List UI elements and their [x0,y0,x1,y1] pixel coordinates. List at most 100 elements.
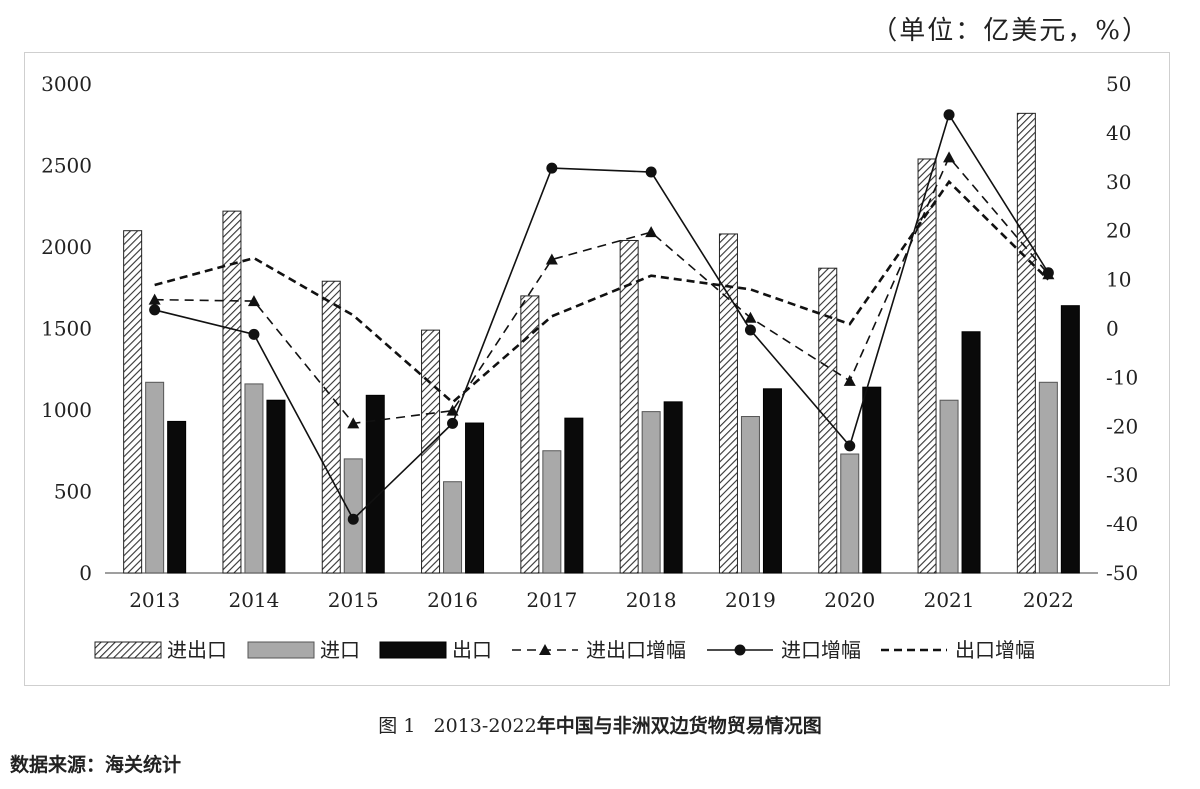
bar-hatch [1016,112,1036,574]
y-left-tick-label: 0 [79,561,92,585]
figure-caption: 图 1 2013-2022年中国与非洲双边货物贸易情况图 [0,711,1200,738]
line-solid-circle [154,112,1050,521]
bar-hatch [619,239,639,574]
bar-black [167,420,187,574]
marker-triangle [247,295,260,307]
legend-label: 进出口 [167,638,227,662]
legend-label: 出口 [452,638,492,662]
bar-black [266,399,286,574]
legend-label: 出口增幅 [955,638,1035,662]
marker-triangle [148,293,161,305]
bar-hatch [917,158,937,574]
y-left-tick-label: 3000 [41,72,92,96]
bar-black [1060,305,1080,574]
y-left-tick-label: 500 [54,480,92,504]
line-dashed-triangle [154,155,1049,425]
legend-marker-circle [734,644,746,656]
marker-circle [1042,267,1054,279]
x-tick-label: 2016 [427,588,478,612]
marker-triangle [744,311,757,323]
x-tick-label: 2013 [129,588,180,612]
bar-hatch [321,280,341,574]
x-tick-label: 2018 [626,588,677,612]
bars [123,112,1080,574]
line-dashed [154,179,1050,405]
bar-gray [939,399,959,574]
caption-title: 年中国与非洲双边货物贸易情况图 [536,715,822,737]
y-right-tick-label: -50 [1106,561,1138,585]
bar-gray [641,411,661,574]
marker-circle [447,417,459,429]
x-tick-label: 2014 [228,588,279,612]
trade-chart: 0 500 1000 1500 2000 2500 3000 -50 -40 -30 -20 -10 0… [41,72,1138,662]
lines [148,109,1055,525]
bar-hatch [520,295,540,574]
marker-triangle [347,417,360,429]
marker-triangle [545,253,558,265]
marker-circle [546,162,558,174]
marker-triangle [943,151,956,163]
x-tick-label: 2019 [725,588,776,612]
marker-circle [744,324,756,336]
bar-hatch [421,329,441,574]
y-right-tick-label: 10 [1106,268,1131,292]
y-right-tick-label: 20 [1106,219,1131,243]
y-left-tick-label: 2000 [41,235,92,259]
y-right-tick-label: 40 [1106,121,1131,145]
y-left-tick-label: 1000 [41,398,92,422]
bar-hatch [123,230,143,574]
marker-circle [149,304,161,316]
bar-gray [1038,381,1058,574]
marker-circle [347,513,359,525]
bar-hatch [718,233,738,574]
caption-fig-no: 图 1 [378,715,416,737]
legend-swatch-gray [247,641,315,659]
x-tick-label: 2022 [1023,588,1074,612]
caption-years: 2013-2022 [433,715,537,737]
y-right-tick-label: 30 [1106,170,1131,194]
bar-black [465,422,485,574]
y-right-tick-label: 50 [1106,72,1131,96]
bar-black [762,388,782,574]
marker-circle [844,440,856,452]
legend-label: 进出口增幅 [586,638,686,662]
bar-gray [244,383,264,574]
legend: 进出口 进口 出口 进出口增幅 进口增幅 出口增幅 [94,638,1035,662]
marker-triangle [645,226,658,238]
y-right-tick-label: -10 [1106,365,1138,389]
legend-label: 进口增幅 [781,638,861,662]
bar-gray [443,481,463,574]
bar-black [663,401,683,574]
marker-circle [645,166,657,178]
legend-swatch-hatch [94,641,162,659]
unit-label: （单位：亿美元，%） [871,16,1150,46]
marker-circle [248,328,260,340]
bar-gray [840,453,860,574]
chart-frame [24,52,1170,686]
bar-black [961,331,981,574]
x-tick-label: 2020 [824,588,875,612]
bar-gray [145,381,165,574]
bar-black [365,394,385,574]
marker-circle [943,109,955,121]
x-tick-label: 2017 [526,588,577,612]
data-source: 数据来源：海关统计 [10,754,182,776]
y-right-tick-label: -30 [1106,463,1138,487]
legend-label: 进口 [320,638,360,662]
y-right-tick-label: -40 [1106,512,1138,536]
bar-black [862,386,882,574]
bar-gray [542,450,562,574]
y-right-tick-label: 0 [1106,317,1119,341]
bar-hatch [222,210,242,574]
marker-triangle [446,404,459,416]
y-left-tick-label: 2500 [41,154,92,178]
marker-triangle [843,374,856,386]
x-tick-label: 2021 [924,588,975,612]
y-right-tick-label: -20 [1106,414,1138,438]
legend-marker-triangle [539,644,551,655]
x-tick-label: 2015 [328,588,379,612]
bar-gray [740,416,760,574]
legend-swatch-black [379,641,447,659]
bar-black [564,417,584,574]
y-left-tick-label: 1500 [41,317,92,341]
